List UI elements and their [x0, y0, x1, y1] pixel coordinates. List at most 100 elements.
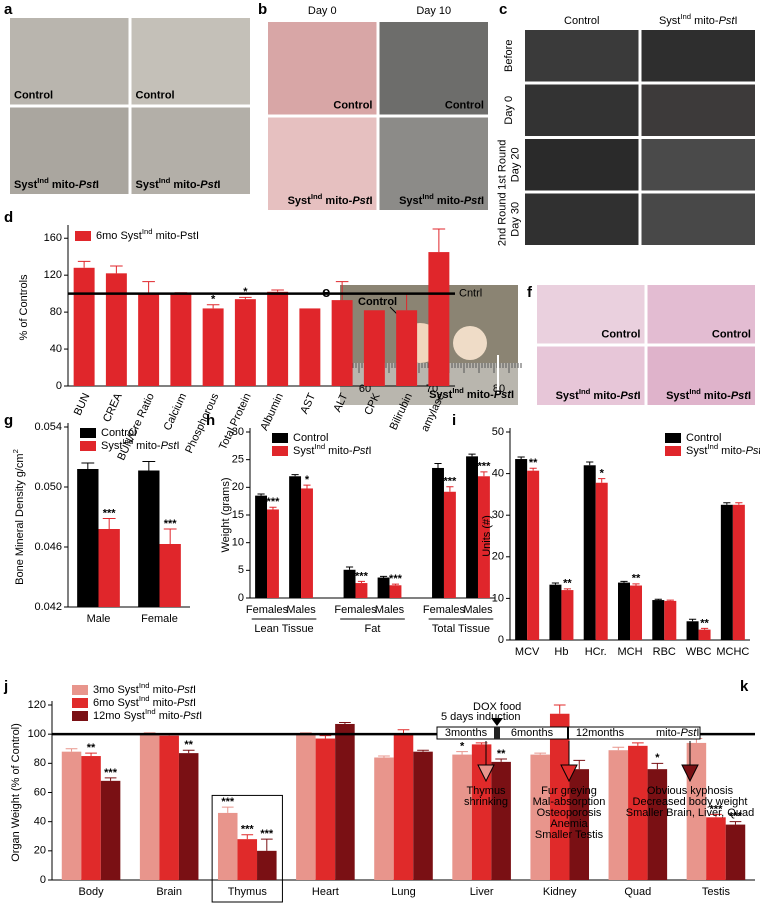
- x-tick-label: WBC: [686, 646, 712, 658]
- bar: [335, 723, 355, 880]
- significance-label: ***: [478, 461, 492, 473]
- column-label: Control: [564, 15, 599, 27]
- photo-label: SystInd mito-PstI: [399, 192, 484, 207]
- row-label: Day 30: [509, 202, 521, 237]
- significance-label: ***: [260, 828, 274, 840]
- legend-swatch: [665, 433, 681, 443]
- error-bar: [468, 453, 476, 457]
- y-tick-label: 0.050: [34, 481, 62, 493]
- text-part: I: [369, 445, 372, 457]
- y-tick-label: 40: [34, 816, 46, 828]
- text-part: mito-: [656, 727, 681, 739]
- photo-label: Control: [601, 328, 640, 340]
- error-bar: [269, 506, 277, 510]
- reference-label: Cntrl: [459, 288, 482, 300]
- photo: [641, 30, 755, 82]
- legend-label: SystInd mito-PstI: [101, 437, 180, 452]
- superscript: Ind: [314, 442, 325, 451]
- outcome-text: shrinking: [464, 796, 508, 808]
- outcome-text: Smaller Brain, Liver, Quad: [626, 807, 754, 819]
- significance-label: *: [600, 467, 605, 479]
- y-axis-label: % of Controls: [18, 274, 30, 341]
- significance-label: **: [529, 457, 538, 469]
- superscript: Ind: [139, 681, 150, 690]
- error-bar: [391, 583, 400, 586]
- text-part: mito-: [691, 15, 719, 27]
- superscript: Ind: [37, 176, 49, 185]
- y-tick-label: 20: [34, 845, 46, 857]
- panel-letter: j: [3, 678, 8, 695]
- y-tick-label: 160: [44, 232, 62, 244]
- bar: [732, 504, 745, 640]
- photo: [525, 139, 639, 191]
- error-bar: [104, 777, 117, 781]
- superscript: Ind: [680, 12, 691, 21]
- photo: [268, 22, 377, 115]
- outcome-text: Osteoporosis: [537, 807, 602, 819]
- text-part: I: [177, 440, 180, 452]
- bar: [61, 751, 82, 880]
- bar: [374, 757, 394, 880]
- x-tick-label: Kidney: [543, 886, 577, 898]
- text-part: mito-: [718, 445, 746, 457]
- italic-text: Pst: [79, 179, 97, 191]
- bar: [315, 738, 336, 880]
- error-bar: [529, 467, 537, 471]
- significance-label: *: [655, 752, 660, 764]
- y-tick-label: 100: [28, 728, 46, 740]
- bar: [393, 734, 414, 880]
- text-part: 12mo Syst: [93, 710, 145, 722]
- bar: [289, 476, 302, 598]
- italic-text: Pst: [746, 445, 760, 457]
- bar: [491, 761, 511, 880]
- bar: [720, 504, 733, 640]
- y-tick-label: 20: [232, 481, 244, 493]
- y-tick-label: 120: [28, 699, 46, 711]
- x-tick-label: Body: [79, 886, 105, 898]
- bar: [389, 585, 402, 598]
- y-tick-label: 0.042: [34, 601, 62, 613]
- y-tick-label: 0.046: [34, 541, 62, 553]
- bar: [301, 488, 313, 598]
- x-tick-label: Male: [87, 613, 111, 625]
- panel-letter: k: [740, 678, 749, 695]
- bar: [561, 590, 574, 640]
- significance-label: ***: [389, 573, 403, 585]
- induction-marker: [491, 718, 503, 726]
- text-part: Syst: [659, 15, 680, 27]
- induction-block: [494, 727, 500, 739]
- bar: [630, 585, 642, 640]
- error-bar: [654, 598, 662, 601]
- error-bar: [239, 296, 252, 300]
- text-part: Syst: [288, 195, 312, 207]
- row-label: Before: [503, 40, 515, 72]
- bar: [432, 467, 444, 598]
- significance-label: ***: [164, 518, 178, 530]
- bar: [549, 713, 570, 880]
- error-bar: [651, 762, 664, 770]
- italic-text: Pst: [177, 684, 194, 696]
- text-part: 6mo Syst: [96, 230, 142, 242]
- legend-label: 6mo SystInd mito-PstI: [93, 694, 196, 709]
- legend-label: SystInd mito-PstI: [293, 442, 372, 457]
- text-part: Syst: [429, 389, 453, 401]
- group-label: Fat: [365, 623, 381, 635]
- text-part: Syst: [556, 390, 580, 402]
- y-tick-label: 40: [492, 468, 504, 480]
- error-bar: [563, 588, 572, 591]
- bar: [77, 469, 99, 607]
- error-bar: [612, 746, 625, 751]
- bar: [725, 824, 746, 880]
- error-bar: [456, 751, 468, 755]
- x-tick-label: BUN: [72, 391, 93, 417]
- error-bar: [260, 838, 273, 851]
- arrowhead: [477, 764, 495, 783]
- italic-text: Pst: [719, 15, 736, 27]
- text-part: Syst: [14, 179, 38, 191]
- x-tick-label: Lung: [391, 886, 415, 898]
- photo-label: Control: [358, 296, 397, 308]
- error-bar: [620, 580, 628, 583]
- marker-label: 5 days induction: [441, 711, 521, 723]
